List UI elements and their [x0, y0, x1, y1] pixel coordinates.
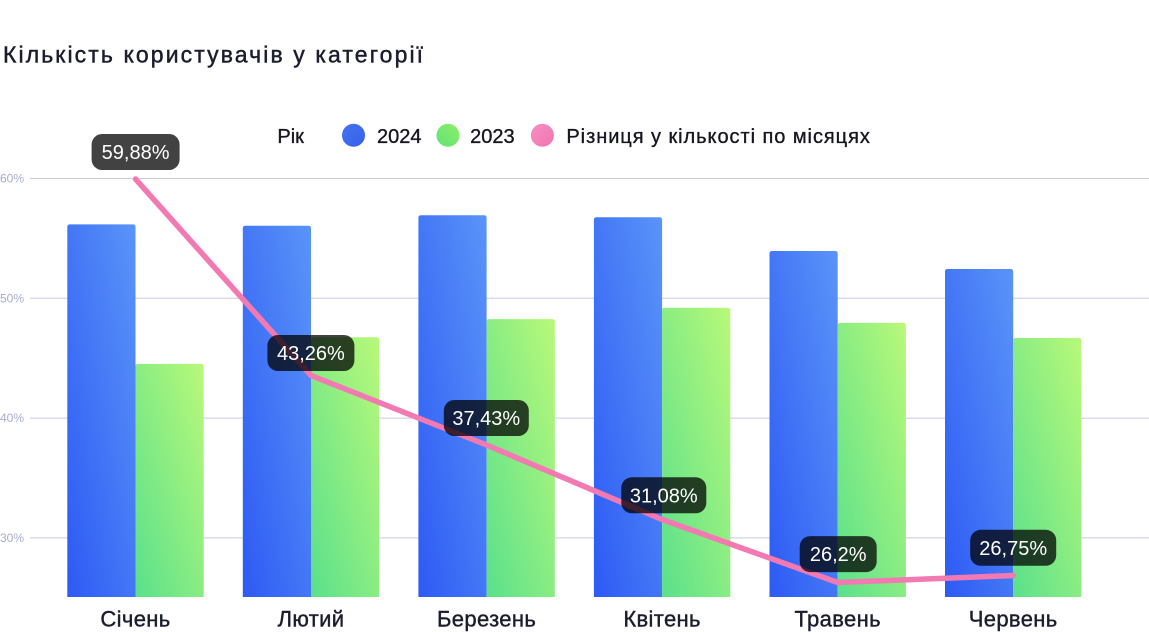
svg-text:2024: 2024	[377, 126, 422, 148]
svg-text:Травень: Травень	[794, 606, 880, 631]
svg-text:40%: 40%	[0, 411, 24, 425]
svg-text:26,75%: 26,75%	[979, 538, 1047, 560]
svg-text:2023: 2023	[470, 126, 514, 148]
svg-text:43,26%: 43,26%	[277, 343, 345, 365]
svg-text:Січень: Січень	[100, 606, 170, 631]
svg-text:59,88%: 59,88%	[102, 142, 170, 164]
svg-text:Кількість користувачів у катег: Кількість користувачів у категорії	[3, 42, 425, 68]
svg-text:31,08%: 31,08%	[630, 485, 698, 507]
svg-text:Квітень: Квітень	[623, 606, 701, 631]
svg-text:Червень: Червень	[969, 606, 1058, 631]
svg-text:37,43%: 37,43%	[452, 408, 520, 430]
svg-text:Березень: Березень	[437, 606, 536, 631]
svg-text:60%: 60%	[0, 172, 24, 186]
svg-text:Різниця у кількості по місяцях: Різниця у кількості по місяцях	[566, 126, 870, 148]
svg-text:30%: 30%	[0, 531, 24, 545]
svg-text:Лютий: Лютий	[278, 606, 345, 631]
svg-text:26,2%: 26,2%	[810, 544, 867, 566]
svg-text:Рік: Рік	[277, 126, 304, 148]
svg-text:50%: 50%	[0, 291, 24, 305]
